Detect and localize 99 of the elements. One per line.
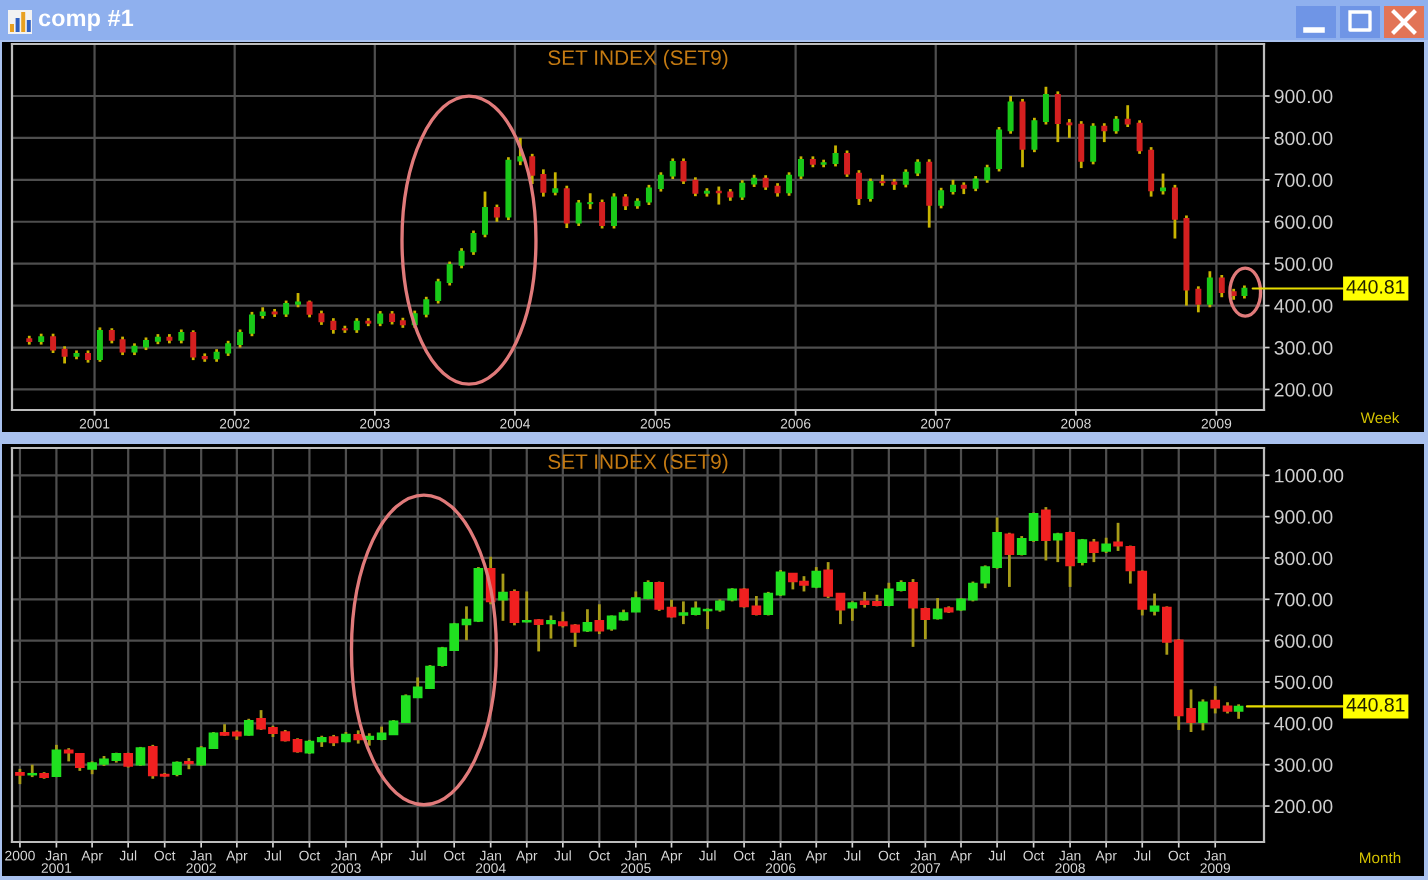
candlestick [920,606,931,641]
candlestick [482,190,488,239]
candlestick [1101,121,1108,144]
candlestick [1090,121,1097,166]
y-tick-label: 300.00 [1274,341,1333,355]
y-tick-label: 400.00 [1274,716,1333,731]
candlestick [540,167,547,198]
candlestick [599,198,606,230]
candlestick [867,177,874,204]
candlestick [739,178,746,202]
annotation: 440.81 [1346,697,1405,712]
candlestick [996,125,1003,173]
y-tick-label: 900.00 [1274,89,1333,104]
y-tick-label: 300.00 [1274,758,1333,772]
y-tick-label: 600.00 [1274,634,1333,648]
candlestick [611,191,617,230]
candlestick [1148,145,1155,198]
text: comp #1 [38,9,134,32]
candlestick [423,295,430,319]
candlestick [926,157,933,230]
candlestick [1124,103,1131,129]
candlestick [1078,119,1085,170]
candlestick [879,173,886,188]
candlestick [1052,531,1063,564]
candlestick [575,198,582,228]
candlestick [50,332,57,355]
candlestick [715,185,722,206]
candlestick [552,170,559,197]
chart-title: SET INDEX (SET9) [548,453,728,474]
candlestick [119,335,126,357]
candlestick [908,577,918,649]
candlestick [248,310,255,338]
candlestick [938,186,945,210]
candlestick [1007,94,1014,136]
candlestick [855,168,862,207]
candlestick [1149,592,1160,617]
candlestick [1066,117,1073,140]
candlestick [96,326,103,364]
candlestick [1042,85,1049,126]
candlestick [1218,273,1225,299]
candlestick [847,599,858,623]
candlestick [786,170,793,198]
candlestick [582,607,593,634]
candlestick [932,596,943,621]
y-tick-label: 700.00 [1274,592,1333,607]
candlestick [435,277,442,305]
candlestick [1004,531,1015,589]
candlestick [458,246,465,270]
y-tick-label: 200.00 [1274,799,1333,814]
candlestick [1077,537,1088,567]
candlestick [1206,269,1213,309]
candlestick [498,572,508,623]
candlestick [669,157,676,181]
candlestick [1054,89,1061,144]
candlestick [1031,116,1038,154]
candlestick [1125,544,1136,585]
y-tick-label: 800.00 [1274,131,1333,146]
y-tick-label: 200.00 [1274,382,1333,397]
candlestick [51,743,62,779]
candlestick [645,183,652,207]
candlestick [657,170,664,193]
candlestick [563,184,570,230]
chart-title: SET INDEX (SET9) [548,49,728,70]
y-tick-label: 500.00 [1274,257,1333,271]
candlestick [902,167,909,189]
candlestick [1160,172,1167,196]
candlestick [1113,521,1123,553]
candlestick [546,614,556,640]
annotation: 440.81 [1346,279,1405,294]
y-tick-label: 900.00 [1274,510,1333,524]
candlestick [521,590,532,624]
candlestick [1198,697,1208,732]
candlestick [1195,284,1202,314]
candlestick [190,328,197,362]
y-tick-label: 700.00 [1274,173,1333,188]
y-tick-label: 500.00 [1274,675,1333,690]
candlestick [832,144,839,168]
candlestick [517,136,524,167]
y-tick-label: 800.00 [1274,551,1333,566]
candlestick [587,191,594,211]
candlestick [797,154,804,181]
candlestick [533,617,544,653]
candlestick [844,149,851,179]
candlestick [984,163,991,185]
y-tick-label: 600.00 [1274,215,1333,229]
candlestick [237,328,244,349]
candlestick [692,175,699,198]
y-tick-label: 400.00 [1274,299,1333,313]
candlestick [1041,505,1051,562]
candlestick [1137,568,1148,617]
candlestick [529,152,536,186]
candlestick [1065,530,1075,589]
candlestick [1089,537,1099,564]
candlestick [509,588,520,627]
candlestick [594,602,605,636]
y-tick-label: 1000.00 [1275,468,1344,483]
candlestick [1171,183,1178,240]
candlestick [1136,118,1143,156]
candlestick [446,260,453,287]
